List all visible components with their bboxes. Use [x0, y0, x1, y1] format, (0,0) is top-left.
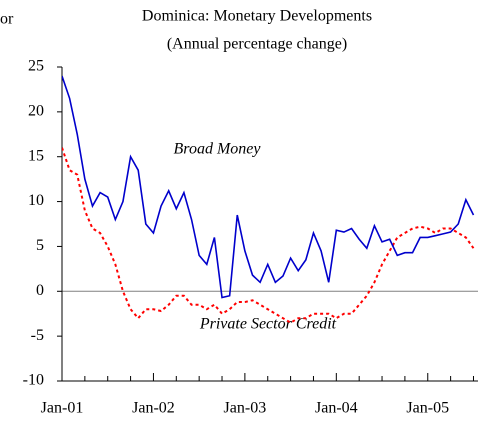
x-tick-label: Jan-01 — [41, 400, 84, 417]
chart-subtitle: (Annual percentage change) — [167, 36, 347, 53]
annotation: or — [0, 11, 14, 28]
x-tick-label: Jan-04 — [315, 400, 358, 417]
x-tick-label: Jan-03 — [224, 400, 267, 417]
chart-title: Dominica: Monetary Developments — [142, 8, 372, 25]
y-tick-label: 15 — [28, 147, 44, 164]
y-tick-label: -10 — [23, 372, 44, 389]
y-tick-label: 5 — [36, 237, 44, 254]
series-label: Broad Money — [174, 141, 262, 158]
series-line — [62, 147, 475, 324]
series-line — [62, 75, 475, 299]
series-label: Private Sector Credit — [199, 316, 337, 333]
y-tick-label: 10 — [28, 192, 44, 209]
x-tick-label: Jan-02 — [132, 400, 175, 417]
y-tick-label: 0 — [36, 282, 44, 299]
x-tick-label: Jan-05 — [406, 400, 449, 417]
y-tick-label: 25 — [28, 58, 44, 75]
y-tick-label: 20 — [28, 103, 44, 120]
y-tick-label: -5 — [31, 327, 44, 344]
